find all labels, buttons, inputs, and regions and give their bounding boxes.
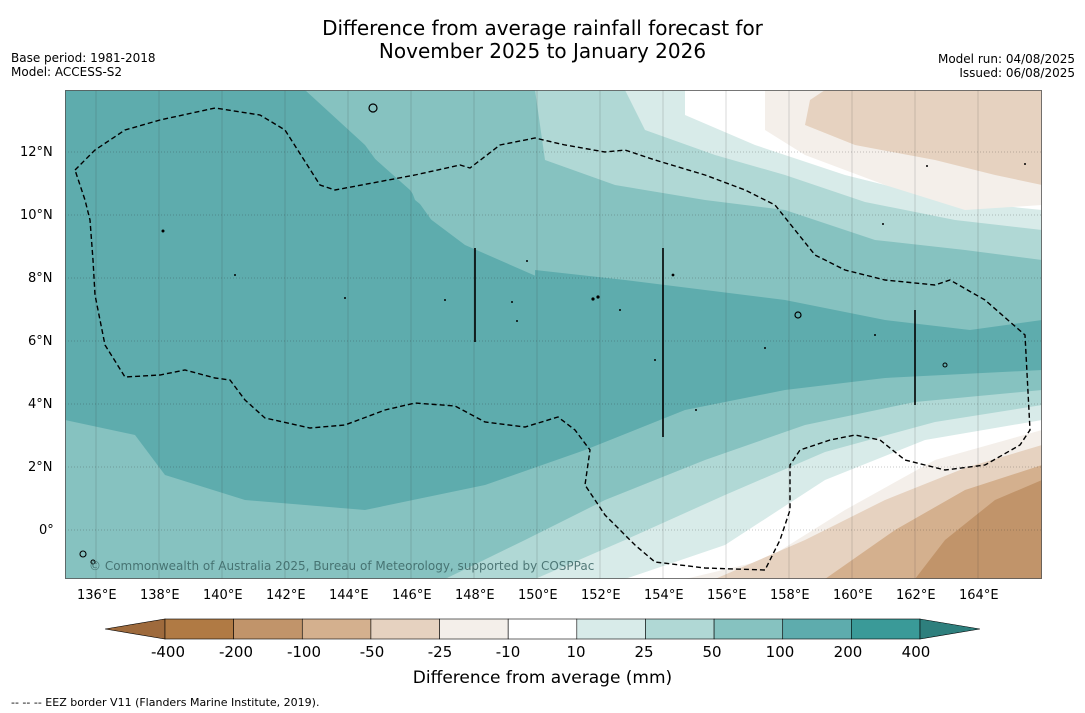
colorbar-title: Difference from average (mm) [412,668,673,688]
colorbar-swatch [782,618,852,640]
rainfall-anomaly-map: © Commonwealth of Australia 2025, Bureau… [65,90,1042,579]
colorbar-swatch [576,618,646,640]
colorbar-swatch [301,618,372,640]
lon-tick-162e: 162°E [896,588,936,603]
base-period-text: Base period: 1981-2018 [11,51,156,65]
lon-tick-148e: 148°E [455,588,495,603]
eez-footnote: -- -- -- EEZ border V11 (Flanders Marine… [11,696,320,709]
colorbar-swatch [645,618,715,640]
colorbar-swatch [851,618,921,640]
lat-tick-0: 0° [39,523,54,538]
colorbar-swatch [370,618,440,640]
colorbar-tick-label: 50 [702,643,722,661]
colorbar-swatch [507,618,578,640]
lat-tick-12n: 12°N [20,145,53,160]
map-frame [65,90,1042,579]
colorbar-tick-label: 200 [833,643,863,661]
colorbar-tick-label: -25 [427,643,453,661]
colorbar-swatch [713,618,784,640]
model-text: Model: ACCESS-S2 [11,65,123,79]
colorbar-tick-label: -50 [359,643,385,661]
lon-tick-136e: 136°E [77,588,117,603]
lon-tick-150e: 150°E [518,588,558,603]
copyright-text: © Commonwealth of Australia 2025, Bureau… [89,559,594,573]
lon-tick-152e: 152°E [581,588,621,603]
eez-border [74,107,1031,571]
colorbar-tick-label: 400 [901,643,931,661]
lon-tick-144e: 144°E [329,588,369,603]
colorbar-tick-label: -100 [286,643,322,661]
lon-tick-142e: 142°E [266,588,306,603]
lon-tick-154e: 154°E [644,588,684,603]
colorbar-tick-label: 25 [634,643,654,661]
colorbar [105,618,980,640]
lat-tick-8n: 8°N [28,271,53,286]
island-dots [79,103,1026,565]
lon-tick-138e: 138°E [140,588,180,603]
colorbar-swatch [439,618,509,640]
lat-tick-10n: 10°N [20,208,53,223]
lon-tick-146e: 146°E [392,588,432,603]
contour-band-dry-very-strong-south [915,480,1042,579]
map-title-line1: Difference from average rainfall forecas… [322,16,763,40]
lon-tick-160e: 160°E [833,588,873,603]
lat-tick-2n: 2°N [28,460,53,475]
issued-text: Issued: 06/08/2025 [959,66,1075,80]
colorbar-extend-high [919,618,980,640]
map-title-line2: November 2025 to January 2026 [378,39,707,63]
colorbar-extend-low [105,618,166,640]
model-run-text: Model run: 04/08/2025 [937,52,1075,66]
lon-tick-164e: 164°E [959,588,999,603]
lat-tick-6n: 6°N [28,334,53,349]
colorbar-swatch [233,618,303,640]
colorbar-tick-label: -200 [218,643,254,661]
contour-band-dry-moderate-north [805,90,1042,185]
lat-tick-4n: 4°N [28,397,53,412]
lon-tick-156e: 156°E [707,588,747,603]
graticule [65,151,1042,531]
island-markers [474,248,916,437]
meridians [95,90,979,579]
colorbar-tick-label: 10 [566,643,586,661]
colorbar-tick-label: -10 [495,643,521,661]
colorbar-swatch [164,618,234,640]
contour-band-100-200-core [65,90,970,510]
colorbar-tick-label: 100 [765,643,795,661]
lon-tick-140e: 140°E [203,588,243,603]
colorbar-tick-label: -400 [150,643,186,661]
lon-tick-158e: 158°E [770,588,810,603]
